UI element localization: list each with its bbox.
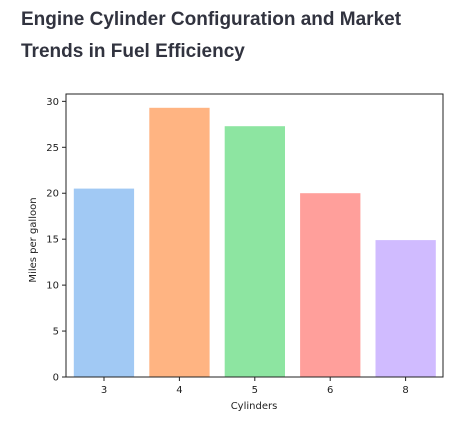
bar-3 (73, 188, 135, 377)
y-axis-label: Miles per galloon (28, 197, 39, 282)
x-axis-label: Cylinders (231, 401, 278, 412)
x-tick-label: 6 (327, 385, 333, 396)
bar-5 (224, 126, 285, 377)
y-tick-label: 30 (46, 97, 59, 108)
y-tick-label: 5 (53, 327, 59, 338)
y-tick-label: 25 (46, 143, 59, 154)
y-tick-label: 20 (46, 189, 59, 200)
bar-6 (300, 193, 361, 377)
x-tick-label: 8 (402, 385, 408, 396)
axes-layer: 0 5 10 15 20 25 30 3 4 5 6 8 (46, 93, 444, 396)
x-tick-label: 4 (176, 385, 182, 396)
y-tick-label: 10 (46, 281, 59, 292)
x-tick-label: 3 (101, 385, 107, 396)
bar-8 (375, 240, 436, 377)
bars-layer (73, 107, 436, 378)
x-tick-label: 5 (252, 385, 258, 396)
y-tick-label: 15 (46, 235, 59, 246)
page-title: Engine Cylinder Configuration and Market… (21, 9, 402, 62)
y-tick-label: 0 (53, 373, 59, 384)
bar-4 (149, 107, 210, 378)
